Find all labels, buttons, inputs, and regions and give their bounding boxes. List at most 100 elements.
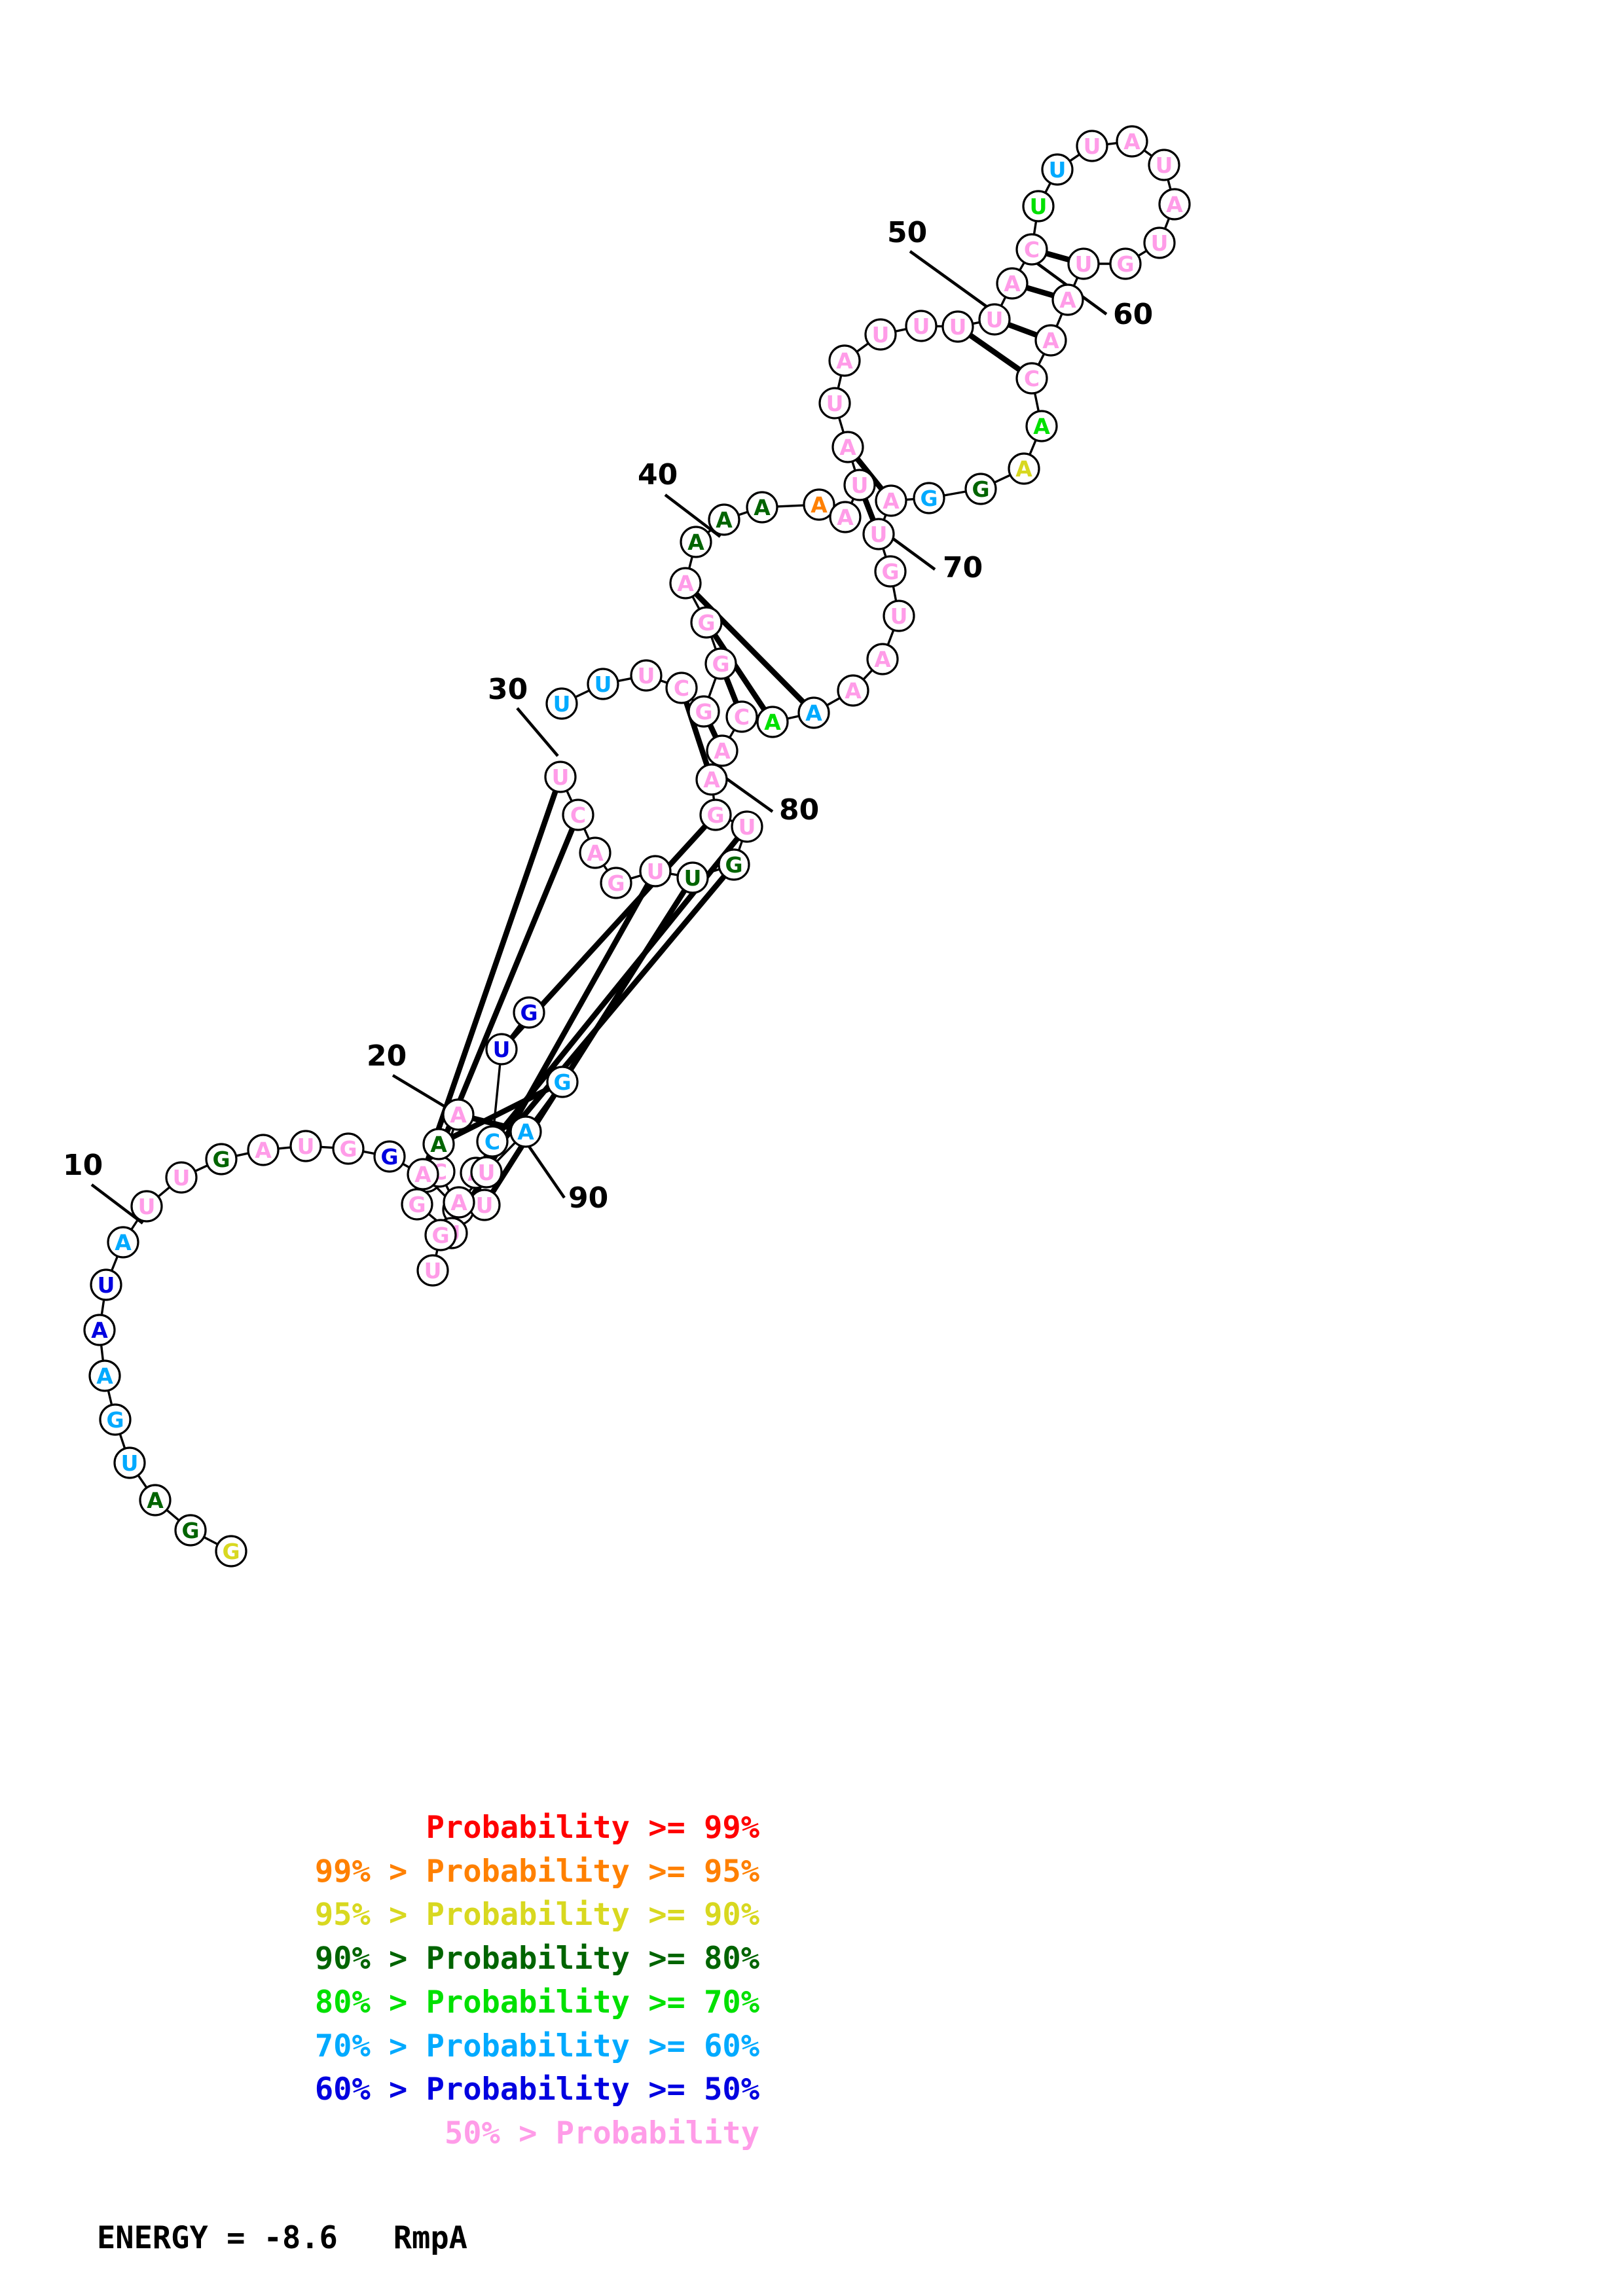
position-number-label: 30: [488, 673, 528, 706]
svg-text:G: G: [520, 1000, 538, 1026]
nucleotide: A: [1008, 452, 1040, 485]
nucleotide: U: [165, 1161, 198, 1194]
backbone-link: [708, 677, 717, 698]
position-number-label: 80: [779, 793, 819, 827]
base-pair-bond: [862, 497, 877, 522]
svg-text:U: U: [121, 1450, 139, 1476]
backbone-link: [1000, 296, 1007, 307]
backbone-link: [1163, 217, 1171, 230]
svg-text:C: C: [570, 802, 586, 828]
nucleotide: G: [718, 848, 750, 881]
base-pair-bond: [509, 823, 708, 1041]
nucleotide: C: [665, 672, 698, 704]
svg-text:A: A: [845, 678, 862, 704]
nucleotide: A: [829, 501, 862, 533]
backbone-link: [776, 504, 805, 508]
svg-text:U: U: [493, 1037, 511, 1062]
legend-row: 99% > Probability >= 95%: [314, 1853, 759, 1890]
backbone-link: [575, 689, 590, 698]
svg-text:G: G: [553, 1069, 571, 1095]
position-leader-line: [90, 1183, 144, 1225]
backbone-link: [1044, 182, 1051, 194]
svg-text:C: C: [484, 1129, 500, 1155]
backbone-link: [1137, 249, 1148, 257]
base-pair-bond: [449, 1085, 552, 1141]
nucleotide: U: [818, 387, 851, 420]
svg-text:A: A: [703, 767, 720, 793]
svg-text:G: G: [431, 1223, 449, 1248]
backbone-link: [617, 677, 632, 683]
nucleotide: A: [443, 1186, 475, 1219]
nucleotide: U: [289, 1130, 322, 1162]
nucleotide: A: [837, 674, 869, 707]
backbone-link: [738, 511, 748, 516]
nucleotide: G: [174, 1514, 207, 1547]
nucleotide: U: [470, 1156, 503, 1189]
backbone-link: [100, 1344, 105, 1361]
svg-text:G: G: [339, 1136, 357, 1162]
backbone-link: [203, 1536, 219, 1545]
svg-text:A: A: [91, 1318, 108, 1343]
nucleotide: C: [562, 798, 594, 831]
position-leader-line: [516, 707, 559, 757]
nucleotide: U: [1022, 190, 1055, 223]
backbone-link: [691, 596, 701, 610]
backbone-link: [670, 872, 678, 876]
svg-text:U: U: [851, 473, 869, 498]
rna-diagram-canvas: GGAUGAAUAUUGAUGGAUCAAAGUUACUGUUUCGGGAAAA…: [63, 125, 1191, 1568]
svg-text:G: G: [695, 699, 712, 725]
nucleotide: A: [1034, 324, 1067, 357]
backbone-link: [710, 636, 718, 650]
svg-text:U: U: [1156, 152, 1173, 178]
svg-text:G: G: [725, 852, 742, 878]
svg-text:A: A: [1015, 456, 1032, 482]
svg-text:U: U: [552, 764, 570, 790]
nucleotide: A: [680, 526, 712, 558]
nucleotide: C: [725, 700, 758, 733]
nucleotide: G: [690, 606, 723, 639]
svg-text:A: A: [587, 840, 604, 866]
backbone-link: [236, 1152, 249, 1157]
svg-text:G: G: [222, 1539, 240, 1564]
backbone-link: [496, 1141, 517, 1162]
svg-text:U: U: [1030, 194, 1048, 219]
nucleotide: A: [708, 503, 740, 536]
nucleotide: G: [401, 1188, 433, 1221]
backbone-link: [886, 629, 895, 646]
backbone-link: [905, 497, 915, 501]
svg-text:G: G: [972, 476, 989, 502]
svg-text:A: A: [764, 709, 781, 735]
base-pair-bond: [967, 332, 1023, 373]
nucleotide: A: [797, 696, 830, 729]
nucleotide: A: [442, 1098, 475, 1131]
nucleotide: U: [978, 303, 1011, 336]
svg-text:U: U: [872, 322, 890, 348]
backbone-link: [1069, 153, 1080, 162]
legend-row: 70% > Probability >= 60%: [314, 2028, 759, 2064]
svg-text:U: U: [913, 314, 930, 339]
backbone-link: [278, 1146, 291, 1150]
svg-text:U: U: [594, 672, 612, 697]
position-number-label: 90: [568, 1181, 608, 1215]
svg-text:U: U: [890, 603, 908, 629]
svg-text:G: G: [181, 1518, 199, 1543]
svg-text:C: C: [1024, 366, 1040, 391]
legend-row: 95% > Probability >= 90%: [314, 1897, 759, 1933]
svg-text:A: A: [874, 647, 891, 672]
svg-text:G: G: [408, 1192, 426, 1217]
svg-text:U: U: [1151, 230, 1169, 256]
nucleotide: A: [803, 488, 835, 521]
backbone-link: [1037, 353, 1046, 366]
nucleotide: C: [476, 1125, 509, 1158]
svg-text:A: A: [450, 1102, 467, 1128]
energy-label: ENERGY = -8.6 RmpA: [97, 2220, 467, 2256]
svg-text:A: A: [1033, 414, 1050, 439]
backbone-link: [119, 1433, 126, 1449]
nucleotide: A: [866, 643, 899, 675]
nucleotide: G: [373, 1140, 406, 1173]
nucleotide: U: [1067, 247, 1100, 280]
svg-text:U: U: [553, 691, 571, 717]
nucleotide: U: [883, 600, 915, 632]
backbone-link: [100, 1299, 105, 1316]
